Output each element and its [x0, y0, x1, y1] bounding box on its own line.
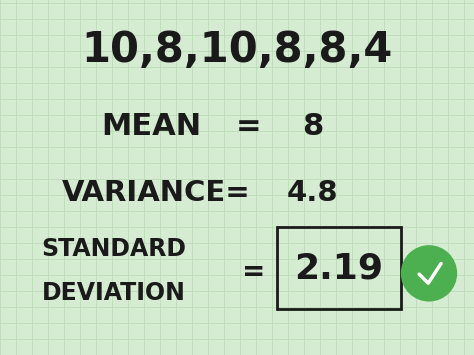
- Text: DEVIATION: DEVIATION: [42, 281, 186, 305]
- Ellipse shape: [401, 246, 456, 301]
- Text: 8: 8: [302, 111, 323, 141]
- Text: STANDARD: STANDARD: [41, 236, 186, 261]
- Text: =: =: [242, 258, 265, 285]
- Text: MEAN: MEAN: [101, 111, 202, 141]
- Text: VARIANCE=: VARIANCE=: [62, 180, 251, 207]
- Text: 10,8,10,8,8,4: 10,8,10,8,8,4: [82, 29, 392, 71]
- Text: =: =: [236, 111, 262, 141]
- Text: 2.19: 2.19: [294, 251, 383, 285]
- Text: 4.8: 4.8: [287, 180, 338, 207]
